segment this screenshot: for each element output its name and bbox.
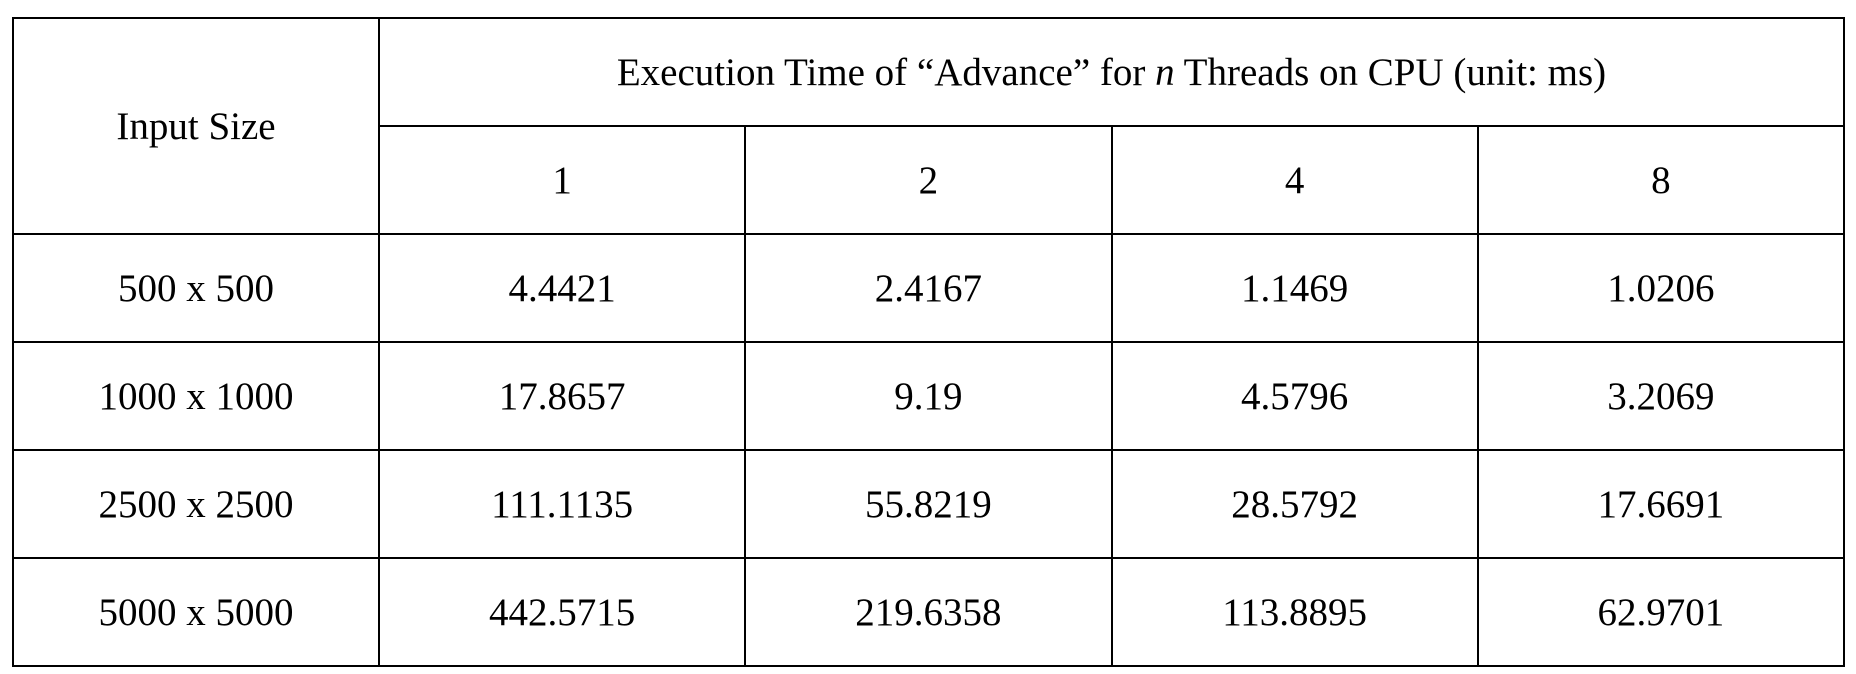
column-header: 8 bbox=[1476, 125, 1846, 235]
data-row: 1000 x 1000 17.8657 9.19 4.5796 3.2069 bbox=[12, 341, 1846, 451]
data-row: 2500 x 2500 111.1135 55.8219 28.5792 17.6691 bbox=[12, 449, 1846, 559]
column-header: 2 bbox=[744, 125, 1113, 235]
title-italic: n bbox=[1155, 50, 1175, 94]
table-body: Input Size Execution Time of “Advance” f… bbox=[12, 17, 1846, 667]
row-label: 5000 x 5000 bbox=[12, 557, 380, 667]
data-table: Input Size Execution Time of “Advance” f… bbox=[12, 17, 1846, 667]
corner-cell: Input Size bbox=[12, 17, 380, 235]
row-label: 2500 x 2500 bbox=[12, 449, 380, 559]
data-cell: 1.0206 bbox=[1476, 233, 1846, 343]
data-cell: 62.9701 bbox=[1476, 557, 1846, 667]
row-label: 1000 x 1000 bbox=[12, 341, 380, 451]
data-cell: 17.8657 bbox=[377, 341, 747, 451]
data-cell: 17.6691 bbox=[1476, 449, 1846, 559]
data-cell: 1.1469 bbox=[1110, 233, 1479, 343]
data-row: 500 x 500 4.4421 2.4167 1.1469 1.0206 bbox=[12, 233, 1846, 343]
row-label: 500 x 500 bbox=[12, 233, 380, 343]
data-cell: 442.5715 bbox=[377, 557, 747, 667]
column-header: 4 bbox=[1110, 125, 1479, 235]
data-cell: 4.5796 bbox=[1110, 341, 1479, 451]
data-cell: 3.2069 bbox=[1476, 341, 1846, 451]
data-cell: 111.1135 bbox=[377, 449, 747, 559]
data-cell: 219.6358 bbox=[744, 557, 1113, 667]
title-cell: Execution Time of “Advance” for n Thread… bbox=[378, 17, 1845, 127]
data-cell: 28.5792 bbox=[1110, 449, 1479, 559]
data-row: 5000 x 5000 442.5715 219.6358 113.8895 62.97… bbox=[12, 557, 1846, 667]
column-header: 1 bbox=[377, 125, 747, 235]
title-text: Threads on CPU (unit: ms) bbox=[1174, 50, 1607, 94]
title-text: Execution Time of “Advance” for bbox=[616, 50, 1156, 94]
data-cell: 55.8219 bbox=[744, 449, 1113, 559]
data-cell: 9.19 bbox=[744, 341, 1113, 451]
data-cell: 4.4421 bbox=[377, 233, 747, 343]
data-cell: 2.4167 bbox=[744, 233, 1113, 343]
data-cell: 113.8895 bbox=[1110, 557, 1479, 667]
header-row: Input Size Execution Time of “Advance” f… bbox=[12, 17, 1845, 235]
